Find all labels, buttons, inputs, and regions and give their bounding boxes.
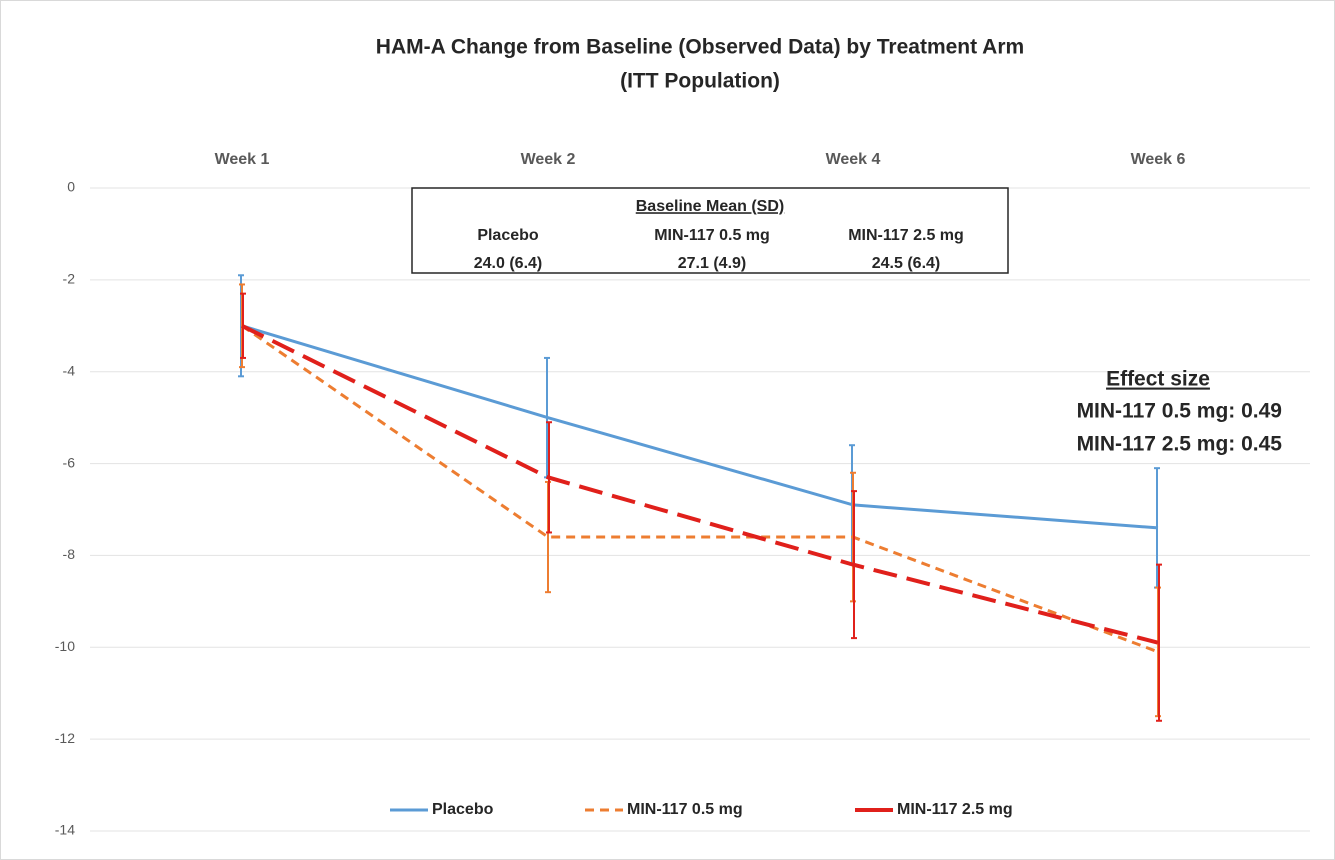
baseline-value: 24.0 (6.4)	[474, 255, 542, 272]
series-line	[241, 324, 1159, 654]
series-line	[241, 323, 1159, 645]
x-tick-label: Week 2	[521, 151, 576, 168]
x-tick-label: Week 1	[215, 151, 270, 168]
chart-subtitle: (ITT Population)	[620, 70, 780, 93]
x-tick-label: Week 6	[1131, 151, 1186, 168]
y-tick-label: -10	[55, 638, 75, 654]
legend-label: Placebo	[432, 801, 494, 818]
baseline-value: 24.5 (6.4)	[872, 255, 940, 272]
y-tick-label: -6	[63, 454, 76, 470]
series-line	[241, 324, 1159, 530]
y-tick-label: -4	[63, 362, 76, 378]
baseline-header: MIN-117 0.5 mg	[654, 227, 770, 244]
baseline-box	[411, 187, 1009, 274]
legend-label: MIN-117 0.5 mg	[627, 801, 743, 818]
baseline-header: MIN-117 2.5 mg	[848, 227, 964, 244]
error-bar	[1156, 563, 1162, 722]
y-tick-label: -12	[55, 730, 75, 746]
y-tick-label: -2	[63, 271, 76, 287]
x-tick-label: Week 4	[826, 151, 881, 168]
effect-size-line: MIN-117 2.5 mg: 0.45	[1077, 433, 1283, 456]
y-tick-label: -14	[55, 822, 75, 838]
baseline-value: 27.1 (4.9)	[678, 255, 746, 272]
legend-label: MIN-117 2.5 mg	[897, 801, 1013, 818]
chart-title: HAM-A Change from Baseline (Observed Dat…	[376, 36, 1024, 59]
y-tick-label: -8	[63, 546, 76, 562]
baseline-title: Baseline Mean (SD)	[636, 198, 784, 215]
plot-area: 0 -2 -4 -6 -8 -10 -12 -14 Week 1 Week 2 Week 4 Week…	[55, 151, 1310, 838]
effect-size-title: Effect size	[1106, 368, 1210, 391]
y-tick-label: 0	[67, 179, 75, 195]
effect-size-line: MIN-117 0.5 mg: 0.49	[1077, 400, 1282, 423]
baseline-header: Placebo	[477, 227, 539, 244]
